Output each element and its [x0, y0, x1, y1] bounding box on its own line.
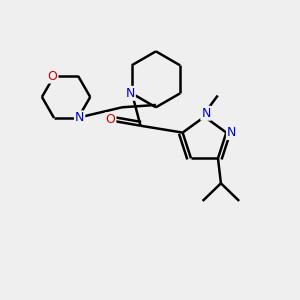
- Text: O: O: [106, 113, 116, 126]
- Text: O: O: [48, 70, 58, 83]
- Text: N: N: [201, 107, 211, 120]
- Text: N: N: [227, 126, 236, 139]
- Text: N: N: [75, 111, 84, 124]
- Text: N: N: [125, 87, 135, 100]
